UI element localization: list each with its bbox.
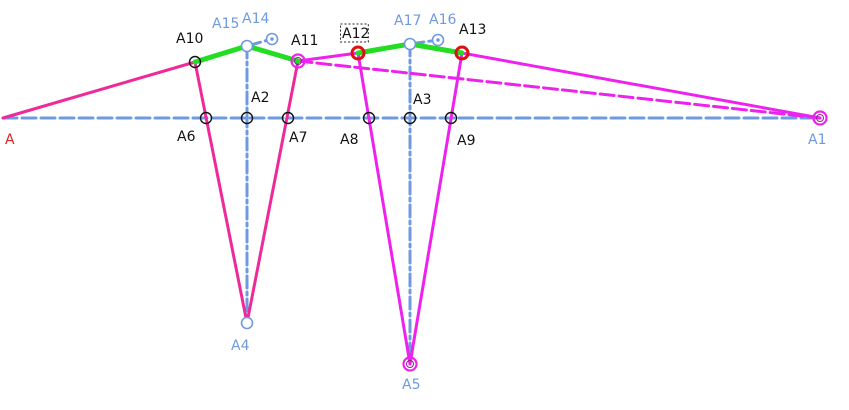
label-a12: A12	[342, 26, 369, 42]
segment-a17-a13[interactable]	[407, 41, 465, 56]
label-a17: A17	[394, 13, 421, 29]
point-a13[interactable]	[454, 45, 470, 61]
point-a9[interactable]	[444, 111, 458, 125]
label-a14: A14	[242, 11, 269, 27]
point-marker[interactable]	[240, 111, 254, 125]
label-a11: A11	[291, 33, 318, 49]
point-marker[interactable]	[812, 110, 828, 126]
label-a10: A10	[176, 31, 203, 47]
label-a9: A9	[457, 133, 475, 149]
point-marker-dot	[270, 37, 274, 41]
point-a15[interactable]	[240, 39, 254, 53]
label-a15: A15	[212, 16, 239, 32]
point-marker[interactable]	[454, 45, 470, 61]
label-a6: A6	[177, 129, 196, 145]
segment-a15-a11[interactable]	[244, 43, 301, 64]
label-a2: A2	[251, 90, 269, 106]
segment-a12-a5[interactable]	[356, 51, 412, 366]
point-a2[interactable]	[240, 111, 254, 125]
point-marker[interactable]	[240, 316, 254, 330]
label-a3: A3	[413, 92, 431, 108]
point-a8[interactable]	[362, 111, 376, 125]
segment-a5-a13[interactable]	[408, 51, 464, 366]
point-marker-inner	[406, 360, 414, 368]
label-a5: A5	[402, 377, 420, 393]
point-marker[interactable]	[290, 53, 306, 69]
point-marker[interactable]	[240, 39, 254, 53]
point-marker[interactable]	[188, 55, 202, 69]
label-a16: A16	[429, 12, 456, 28]
point-a4[interactable]	[240, 316, 254, 330]
label-a4: A4	[231, 338, 250, 354]
point-a1[interactable]	[812, 110, 828, 126]
point-marker[interactable]	[444, 111, 458, 125]
point-marker-inner	[294, 57, 302, 65]
point-a10[interactable]	[188, 55, 202, 69]
point-a5[interactable]	[402, 356, 418, 372]
points-layer	[188, 32, 828, 372]
point-a17[interactable]	[403, 37, 417, 51]
segment-a4-a11[interactable]	[245, 59, 300, 325]
point-marker[interactable]	[362, 111, 376, 125]
point-marker[interactable]	[199, 111, 213, 125]
point-marker-inner	[816, 114, 824, 122]
label-a7: A7	[289, 130, 307, 146]
point-marker[interactable]	[402, 356, 418, 372]
segment-a11-a12[interactable]	[296, 51, 360, 63]
point-marker-dot	[436, 38, 440, 42]
point-a3[interactable]	[403, 111, 417, 125]
label-a13: A13	[459, 22, 486, 38]
segment-a13-a1[interactable]	[460, 51, 822, 120]
point-marker[interactable]	[403, 37, 417, 51]
segment-a11-a1[interactable]	[296, 59, 822, 120]
label-a1: A1	[808, 132, 826, 148]
point-a12[interactable]	[350, 45, 366, 61]
segment-a10-a15[interactable]	[192, 43, 250, 65]
point-a6[interactable]	[199, 111, 213, 125]
segments-layer	[1, 37, 822, 366]
point-a7[interactable]	[281, 111, 295, 125]
segment-a12-a17[interactable]	[355, 41, 413, 56]
point-marker[interactable]	[403, 111, 417, 125]
point-marker[interactable]	[350, 45, 366, 61]
label-a8: A8	[340, 132, 358, 148]
segment-a10-a4[interactable]	[193, 60, 249, 325]
point-a16[interactable]	[431, 33, 445, 47]
label-a: A	[5, 132, 15, 148]
point-a14[interactable]	[265, 32, 279, 46]
point-a11[interactable]	[290, 53, 306, 69]
label-selection-box	[340, 23, 369, 43]
segment-a-a10[interactable]	[1, 60, 197, 120]
point-marker[interactable]	[281, 111, 295, 125]
